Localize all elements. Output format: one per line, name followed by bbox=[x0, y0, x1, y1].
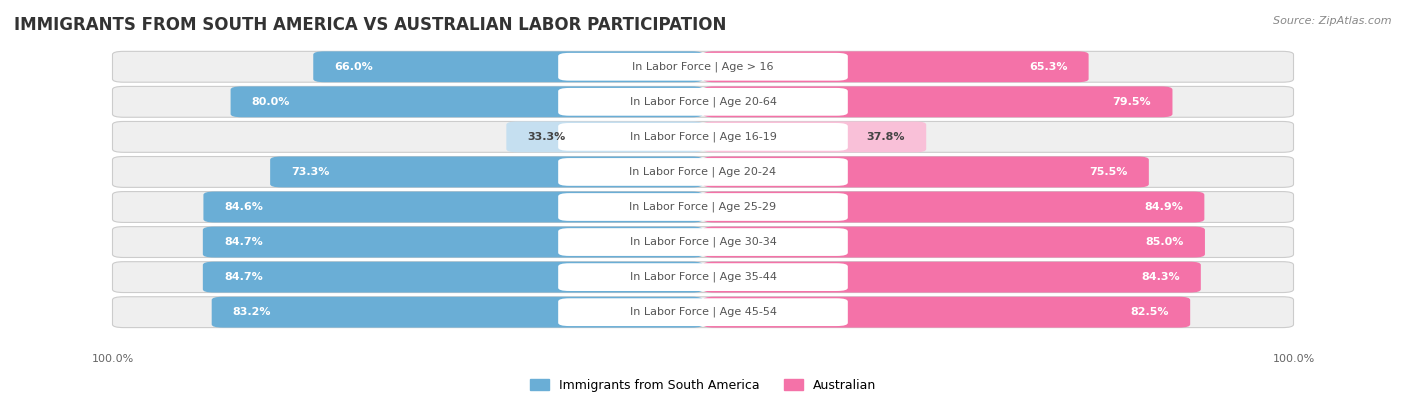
Text: 84.7%: 84.7% bbox=[224, 237, 263, 247]
Text: 73.3%: 73.3% bbox=[291, 167, 329, 177]
Text: 33.3%: 33.3% bbox=[527, 132, 565, 142]
Text: 85.0%: 85.0% bbox=[1146, 237, 1184, 247]
Text: IMMIGRANTS FROM SOUTH AMERICA VS AUSTRALIAN LABOR PARTICIPATION: IMMIGRANTS FROM SOUTH AMERICA VS AUSTRAL… bbox=[14, 16, 727, 34]
FancyBboxPatch shape bbox=[314, 51, 703, 82]
FancyBboxPatch shape bbox=[112, 156, 1294, 187]
FancyBboxPatch shape bbox=[112, 227, 1294, 258]
FancyBboxPatch shape bbox=[558, 298, 848, 326]
FancyBboxPatch shape bbox=[703, 51, 1088, 82]
FancyBboxPatch shape bbox=[703, 227, 1205, 258]
FancyBboxPatch shape bbox=[703, 297, 1191, 327]
Text: 37.8%: 37.8% bbox=[866, 132, 905, 142]
FancyBboxPatch shape bbox=[703, 121, 927, 152]
FancyBboxPatch shape bbox=[703, 87, 1173, 117]
Text: 80.0%: 80.0% bbox=[252, 97, 290, 107]
Text: In Labor Force | Age 20-24: In Labor Force | Age 20-24 bbox=[630, 167, 776, 177]
FancyBboxPatch shape bbox=[112, 297, 1294, 327]
FancyBboxPatch shape bbox=[558, 228, 848, 256]
Text: In Labor Force | Age 35-44: In Labor Force | Age 35-44 bbox=[630, 272, 776, 282]
FancyBboxPatch shape bbox=[558, 53, 848, 81]
FancyBboxPatch shape bbox=[112, 87, 1294, 117]
Text: 83.2%: 83.2% bbox=[233, 307, 271, 317]
FancyBboxPatch shape bbox=[112, 51, 1294, 82]
Text: 100.0%: 100.0% bbox=[91, 354, 134, 365]
Legend: Immigrants from South America, Australian: Immigrants from South America, Australia… bbox=[524, 374, 882, 395]
FancyBboxPatch shape bbox=[112, 121, 1294, 152]
FancyBboxPatch shape bbox=[212, 297, 703, 327]
Text: 84.7%: 84.7% bbox=[224, 272, 263, 282]
Text: 79.5%: 79.5% bbox=[1112, 97, 1152, 107]
Text: In Labor Force | Age > 16: In Labor Force | Age > 16 bbox=[633, 62, 773, 72]
Text: In Labor Force | Age 45-54: In Labor Force | Age 45-54 bbox=[630, 307, 776, 318]
Text: 84.9%: 84.9% bbox=[1144, 202, 1184, 212]
FancyBboxPatch shape bbox=[703, 156, 1149, 187]
Text: 100.0%: 100.0% bbox=[1272, 354, 1315, 365]
Text: 65.3%: 65.3% bbox=[1029, 62, 1067, 72]
FancyBboxPatch shape bbox=[703, 192, 1205, 222]
FancyBboxPatch shape bbox=[204, 192, 703, 222]
Text: In Labor Force | Age 25-29: In Labor Force | Age 25-29 bbox=[630, 202, 776, 212]
Text: In Labor Force | Age 20-64: In Labor Force | Age 20-64 bbox=[630, 97, 776, 107]
Text: 66.0%: 66.0% bbox=[335, 62, 373, 72]
FancyBboxPatch shape bbox=[558, 123, 848, 151]
FancyBboxPatch shape bbox=[112, 192, 1294, 222]
FancyBboxPatch shape bbox=[202, 227, 703, 258]
FancyBboxPatch shape bbox=[506, 121, 703, 152]
FancyBboxPatch shape bbox=[558, 158, 848, 186]
FancyBboxPatch shape bbox=[558, 263, 848, 291]
FancyBboxPatch shape bbox=[703, 261, 1201, 293]
Text: Source: ZipAtlas.com: Source: ZipAtlas.com bbox=[1274, 16, 1392, 26]
Text: In Labor Force | Age 16-19: In Labor Force | Age 16-19 bbox=[630, 132, 776, 142]
FancyBboxPatch shape bbox=[270, 156, 703, 187]
Text: In Labor Force | Age 30-34: In Labor Force | Age 30-34 bbox=[630, 237, 776, 247]
FancyBboxPatch shape bbox=[202, 261, 703, 293]
FancyBboxPatch shape bbox=[558, 88, 848, 116]
Text: 75.5%: 75.5% bbox=[1090, 167, 1128, 177]
Text: 82.5%: 82.5% bbox=[1130, 307, 1170, 317]
Text: 84.6%: 84.6% bbox=[225, 202, 263, 212]
FancyBboxPatch shape bbox=[231, 87, 703, 117]
Text: 84.3%: 84.3% bbox=[1142, 272, 1180, 282]
FancyBboxPatch shape bbox=[558, 193, 848, 221]
FancyBboxPatch shape bbox=[112, 261, 1294, 293]
